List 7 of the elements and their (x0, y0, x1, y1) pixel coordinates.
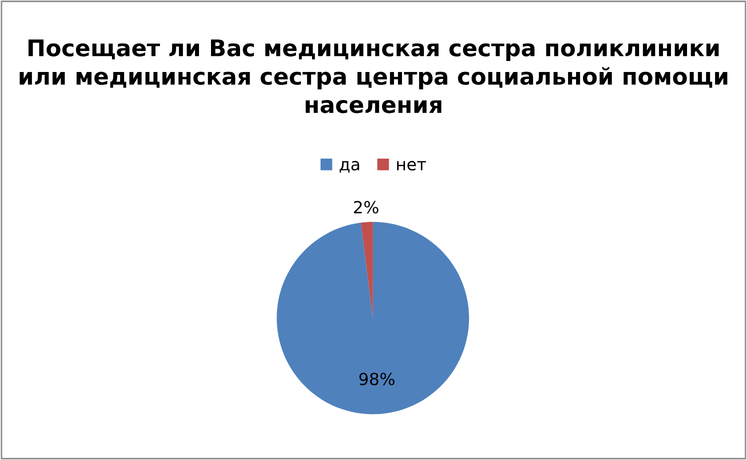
legend-label: нет (397, 160, 426, 170)
pie-slice (360, 222, 373, 318)
pie-slice (276, 222, 470, 414)
legend-label: да (340, 160, 360, 173)
data-label: 98% (359, 372, 394, 386)
chart-title: Посещает ли Вас медицинская сестра поликлиники или медицинская сестра центра социальной помощи населения (20, 39, 728, 114)
data-label: 2% (354, 200, 378, 214)
